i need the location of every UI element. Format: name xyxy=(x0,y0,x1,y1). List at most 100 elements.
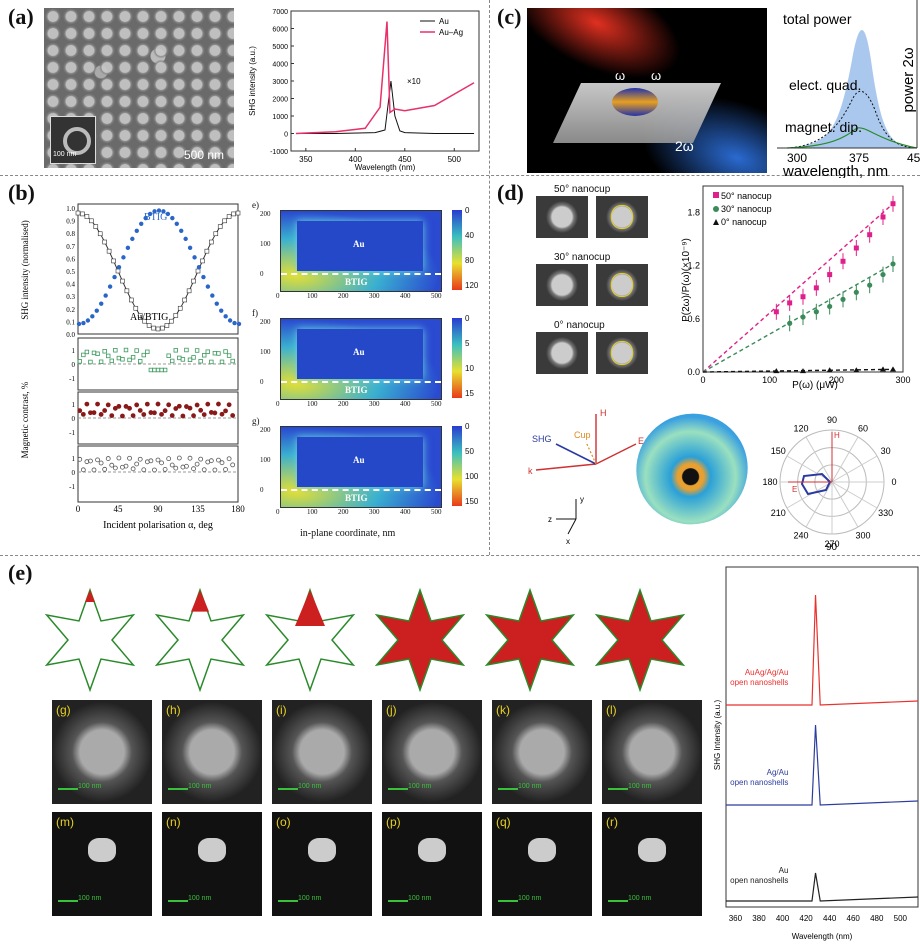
contrast-point xyxy=(208,458,214,464)
nanocup-images: 50° nanocup 30° nanocup 0° nanocup xyxy=(530,184,660,399)
point-50 xyxy=(800,294,806,300)
colorbar xyxy=(452,210,462,290)
contrast-point xyxy=(91,467,97,473)
au-btig-point xyxy=(169,318,174,324)
contrast-point xyxy=(159,367,164,373)
au-btig-point xyxy=(102,239,107,245)
chart-b-ytick: 0.8 xyxy=(66,230,75,238)
chart-e-xlabel: Wavelength (nm) xyxy=(792,932,853,941)
contrast-point xyxy=(123,347,129,353)
btig-point xyxy=(112,274,117,280)
sem-tile: (p) 100 nm xyxy=(382,812,482,916)
au-btig-point xyxy=(209,239,214,245)
chart-b-xtick: 0 xyxy=(76,504,81,514)
chart-b-ytick: 0.1 xyxy=(66,318,75,326)
panel-label-e: (e) xyxy=(8,560,33,585)
polar-spoke xyxy=(831,455,878,483)
contrast-point xyxy=(148,458,154,464)
sem-tag: (p) xyxy=(386,815,401,829)
contrast-point xyxy=(80,411,86,417)
polar-angle-label: 270 xyxy=(824,539,839,549)
contrast-point xyxy=(223,467,228,472)
au-btig-point xyxy=(186,288,192,294)
polar-angle-label: 330 xyxy=(878,508,893,518)
contrast-point xyxy=(91,410,97,416)
chart-b-subtick: 1 xyxy=(72,401,76,409)
nanocup-outline-image xyxy=(596,332,648,374)
contrast-point xyxy=(209,359,214,365)
tick-c-1: 375 xyxy=(849,151,869,165)
contrast-point xyxy=(173,406,179,411)
chart-d-xlabel: P(ω) (μW) xyxy=(792,380,838,390)
axis-shg: SHG xyxy=(532,434,552,444)
contrast-point xyxy=(198,456,204,462)
contrast-point xyxy=(166,402,172,408)
au-btig-point xyxy=(89,218,94,224)
axis-z: z xyxy=(548,515,552,524)
sem-tag: (r) xyxy=(606,815,618,829)
btig-point xyxy=(187,245,193,251)
au-btig-point xyxy=(84,214,90,219)
sem-scale: 100 nm xyxy=(628,895,652,902)
spectrum-sublabel: open nanoshells xyxy=(730,678,788,687)
star-schematic xyxy=(374,587,466,693)
chart-d-ylabel: P(2ω)/P(ω)(×10⁻⁹) xyxy=(681,238,692,322)
au-btig-point xyxy=(226,214,232,219)
sem-tag: (i) xyxy=(276,703,287,717)
map-xtick: 0 xyxy=(276,400,280,408)
tick-c-2: 450 xyxy=(907,151,920,165)
au-btig-point xyxy=(191,278,196,284)
chart-d-xtick: 200 xyxy=(829,375,844,385)
chart-b-xlabel: Incident polarisation α, deg xyxy=(103,520,213,531)
contrast-point xyxy=(155,367,161,373)
map-ytick: 100 xyxy=(260,348,271,356)
tick-c-0: 300 xyxy=(787,151,807,165)
contrast-point xyxy=(145,349,150,355)
btig-point xyxy=(210,293,215,298)
contrast-point xyxy=(84,349,90,355)
contrast-point xyxy=(109,413,115,418)
contrast-point xyxy=(80,467,86,473)
legend-50: 50° nanocup xyxy=(721,191,772,201)
axis-y: y xyxy=(580,495,584,504)
btig-point xyxy=(116,265,122,270)
chart-e-xtick: 440 xyxy=(823,914,837,923)
au-btig-point xyxy=(155,326,161,332)
contrast-point xyxy=(166,353,171,358)
chart-d-ytick: 0.0 xyxy=(687,367,700,377)
fit-line xyxy=(702,203,894,373)
polar-angle-label: 90 xyxy=(827,415,837,425)
btig-point xyxy=(134,228,139,233)
map-ytick: 200 xyxy=(260,318,271,326)
map-xtick: 200 xyxy=(338,292,349,300)
contrast-point xyxy=(141,467,147,473)
sem-tag: (q) xyxy=(496,815,511,829)
chart-b-xtick: 45 xyxy=(114,504,124,514)
contrast-point xyxy=(98,460,104,466)
au-btig-point xyxy=(142,318,147,324)
map-xtick: 100 xyxy=(307,292,318,300)
btig-point xyxy=(165,211,171,217)
nanocup-outline-image xyxy=(596,196,648,238)
colorbar-tick: 50 xyxy=(465,447,474,456)
chart-c-ylabel: power 2ω xyxy=(900,47,917,112)
polar-angle-label: 60 xyxy=(858,423,868,433)
contrast-point xyxy=(205,401,211,407)
spectrum-line xyxy=(726,724,919,806)
point-30 xyxy=(800,314,806,320)
chart-b-ytick: 1.0 xyxy=(66,205,75,213)
btig-point xyxy=(76,321,82,327)
axis-x: x xyxy=(566,537,570,544)
contrast-point xyxy=(212,410,218,416)
spectrum-label: AuAg/Ag/Au xyxy=(745,668,789,677)
contrast-point xyxy=(102,408,108,413)
interface-line xyxy=(281,273,441,275)
chart-a-ytick: 5000 xyxy=(272,44,288,51)
btig-point xyxy=(125,245,131,251)
colorbar-tick: 120 xyxy=(465,281,479,290)
colorbar-tick: 0 xyxy=(465,314,470,323)
map-ytick: 0 xyxy=(260,486,264,494)
point-30 xyxy=(890,261,896,267)
legend-50-marker xyxy=(713,192,719,198)
